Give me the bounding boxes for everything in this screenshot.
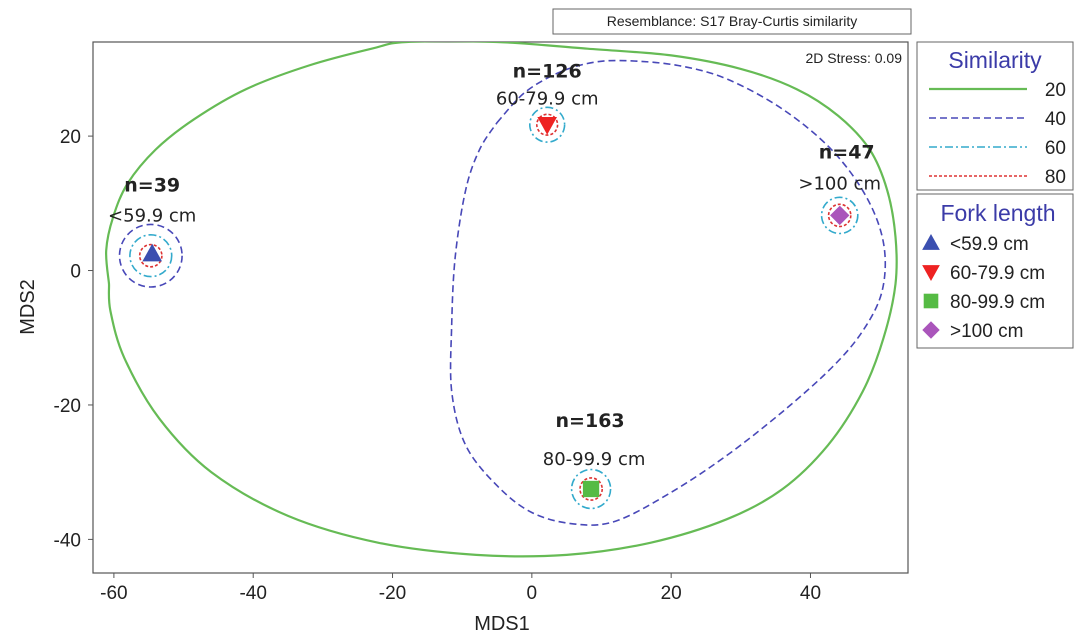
similarity-contours: [105, 42, 898, 558]
group-n-label: n=163: [556, 410, 625, 432]
point-80-99.9 cm: [582, 480, 600, 498]
similarity-legend-label: 80: [1045, 167, 1066, 188]
point-60-79.9 cm: [537, 116, 558, 135]
contour-80-circle: [535, 113, 559, 136]
plot-frame: [92, 41, 909, 574]
group-n-label: n=39: [124, 175, 180, 197]
contour-80-circle: [827, 203, 852, 228]
y-axis: -40 -20 0 20: [54, 127, 93, 551]
y-tick-label: -40: [54, 530, 81, 551]
group-n-label: n=126: [513, 61, 582, 83]
point->100 cm: [830, 205, 850, 226]
fork-legend-label: >100 cm: [950, 321, 1023, 342]
x-tick-label: 40: [800, 583, 821, 604]
group-labels: n=39 <59.9 cm n=126 60-79.9 cm n=163 80-99.9 …: [108, 61, 881, 470]
contour-40-circle: [118, 223, 183, 288]
y-tick-label: 20: [60, 127, 81, 148]
fork-length-legend-box: [916, 193, 1074, 349]
point-<59.9 cm: [142, 243, 163, 262]
contour-60-circle: [570, 468, 612, 510]
fork-legend-marker: [922, 265, 940, 282]
contour-60-circle: [129, 234, 173, 278]
fork-legend-label: 80-99.9 cm: [950, 292, 1045, 313]
fork-legend-marker: [923, 293, 939, 309]
similarity-legend-label: 40: [1045, 109, 1066, 130]
fork-legend-marker: [922, 233, 940, 250]
contour-20-outline: [105, 42, 898, 558]
group-range-label: >100 cm: [798, 173, 881, 194]
group-range-label: 60-79.9 cm: [496, 89, 599, 110]
x-axis-title: MDS1: [474, 613, 530, 634]
y-tick-label: 0: [70, 262, 81, 283]
fork-length-legend-title: Fork length: [940, 200, 1055, 226]
x-tick-label: 20: [661, 583, 682, 604]
y-axis-title: MDS2: [17, 279, 39, 335]
x-tick-label: -20: [379, 583, 406, 604]
contour-60-circle: [528, 106, 566, 143]
similarity-legend-title: Similarity: [948, 47, 1042, 73]
fork-legend-label: 60-79.9 cm: [950, 263, 1045, 284]
group-markers: [142, 116, 850, 498]
group-n-label: n=47: [819, 141, 875, 163]
x-axis: -60 -40 -20 0 20 40: [100, 573, 821, 604]
group-range-label: 80-99.9 cm: [543, 449, 646, 470]
contour-80-circle: [579, 477, 604, 501]
x-tick-label: -40: [239, 583, 266, 604]
similarity-legend-label: 20: [1045, 80, 1066, 101]
fork-legend-marker: [922, 321, 940, 339]
similarity-legend: Similarity 20 40 60 80: [916, 41, 1074, 191]
group-range-label: <59.9 cm: [108, 206, 196, 227]
x-tick-label: -60: [100, 583, 127, 604]
fork-legend-label: <59.9 cm: [950, 234, 1029, 255]
contour-40-outline: [449, 59, 887, 526]
stress-label: 2D Stress: 0.09: [806, 50, 903, 66]
similarity-legend-box: [916, 41, 1074, 191]
contour-60-circle: [820, 196, 859, 235]
contour-80-circle: [138, 243, 163, 268]
similarity-legend-label: 60: [1045, 138, 1066, 159]
y-tick-label: -20: [54, 396, 81, 417]
x-tick-label: 0: [527, 583, 538, 604]
fork-length-legend: Fork length <59.9 cm 60-79.9 cm 80-99.9 cm…: [916, 193, 1074, 349]
resemblance-box: Resemblance: S17 Bray-Curtis similarity: [552, 8, 912, 35]
resemblance-label: Resemblance: S17 Bray-Curtis similarity: [607, 13, 858, 29]
